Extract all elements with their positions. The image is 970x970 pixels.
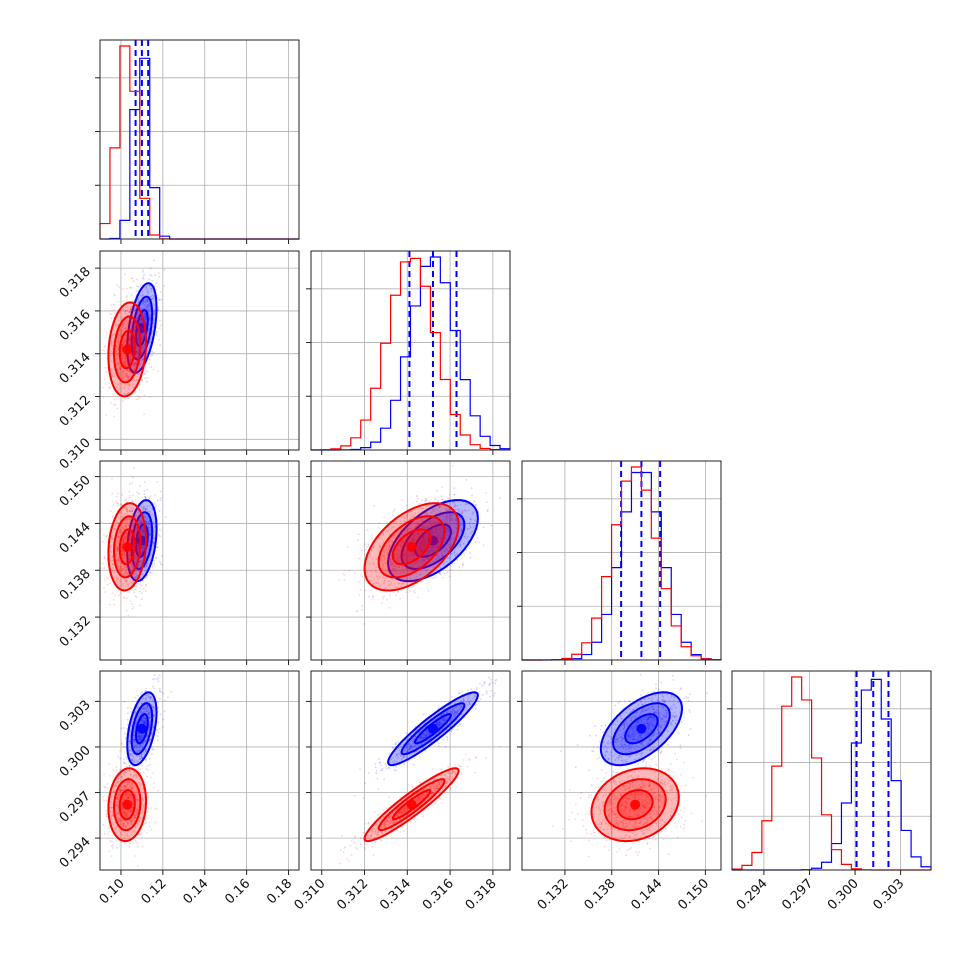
x-tick-label: 0.303 bbox=[871, 876, 908, 913]
panel-frame bbox=[310, 460, 511, 661]
y-tick-label: 0.300 bbox=[57, 743, 94, 780]
x-tick-label: 0.12 bbox=[139, 876, 170, 907]
panel-1-1 bbox=[306, 250, 511, 455]
panel-3-0 bbox=[95, 670, 300, 875]
panel-frame bbox=[310, 670, 511, 871]
x-tick-label: 0.294 bbox=[734, 876, 771, 913]
panel-0-0 bbox=[95, 39, 300, 244]
y-tick-label: 0.316 bbox=[57, 307, 94, 344]
x-tick-label: 0.144 bbox=[628, 876, 665, 913]
panel-frame bbox=[99, 250, 300, 451]
panel-frame bbox=[99, 670, 300, 871]
panel-frame bbox=[310, 250, 511, 451]
density-peak-red-3-2 bbox=[630, 799, 641, 810]
histogram-blue-1 bbox=[311, 256, 511, 451]
y-tick-label: 0.150 bbox=[57, 473, 94, 510]
panel-frame bbox=[99, 39, 300, 240]
y-tick-label: 0.303 bbox=[57, 698, 94, 735]
panel-2-2 bbox=[517, 460, 722, 665]
y-tick-label: 0.310 bbox=[57, 436, 94, 473]
histogram-red-1 bbox=[310, 257, 511, 451]
y-tick-label: 0.318 bbox=[57, 264, 94, 301]
panel-frame bbox=[99, 460, 300, 661]
x-tick-label: 0.14 bbox=[180, 876, 211, 907]
density-peak-red-3-1 bbox=[406, 799, 417, 810]
x-tick-label: 0.312 bbox=[334, 876, 371, 913]
x-tick-label: 0.16 bbox=[222, 876, 253, 907]
x-tick-label: 0.132 bbox=[535, 876, 572, 913]
y-tick-label: 0.312 bbox=[57, 393, 94, 430]
panel-3-2 bbox=[517, 670, 722, 875]
y-tick-label: 0.294 bbox=[57, 834, 94, 871]
density-peak-blue-3-2 bbox=[636, 723, 647, 734]
x-tick-label: 0.310 bbox=[292, 876, 329, 913]
x-tick-label: 0.297 bbox=[779, 876, 816, 913]
panel-frame bbox=[731, 670, 932, 871]
panel-1-0 bbox=[95, 250, 300, 455]
panel-3-1 bbox=[306, 670, 511, 875]
x-tick-label: 0.318 bbox=[463, 876, 500, 913]
x-tick-label: 0.316 bbox=[420, 876, 457, 913]
y-tick-label: 0.138 bbox=[57, 566, 94, 603]
density-peak-red-3-0 bbox=[122, 799, 133, 810]
panel-2-1 bbox=[306, 460, 511, 665]
density-peak-blue-3-0 bbox=[136, 723, 147, 734]
panel-2-0 bbox=[95, 460, 300, 665]
y-tick-label: 0.314 bbox=[57, 350, 94, 387]
y-tick-label: 0.144 bbox=[57, 520, 94, 557]
panel-frame bbox=[521, 670, 722, 871]
x-tick-label: 0.314 bbox=[377, 876, 414, 913]
y-tick-label: 0.297 bbox=[57, 789, 94, 826]
x-tick-label: 0.150 bbox=[675, 876, 712, 913]
density-peak-blue-3-1 bbox=[427, 723, 438, 734]
x-tick-label: 0.138 bbox=[582, 876, 619, 913]
panel-3-3 bbox=[727, 670, 932, 875]
x-tick-label: 0.300 bbox=[825, 876, 862, 913]
panel-frame bbox=[521, 460, 722, 661]
histogram-red-3 bbox=[731, 676, 931, 871]
density-peak-red-1-0 bbox=[122, 344, 133, 355]
density-peak-red-2-1 bbox=[406, 541, 417, 552]
density-peak-red-2-0 bbox=[122, 541, 133, 552]
x-tick-label: 0.10 bbox=[97, 876, 128, 907]
y-tick-label: 0.132 bbox=[57, 613, 94, 650]
